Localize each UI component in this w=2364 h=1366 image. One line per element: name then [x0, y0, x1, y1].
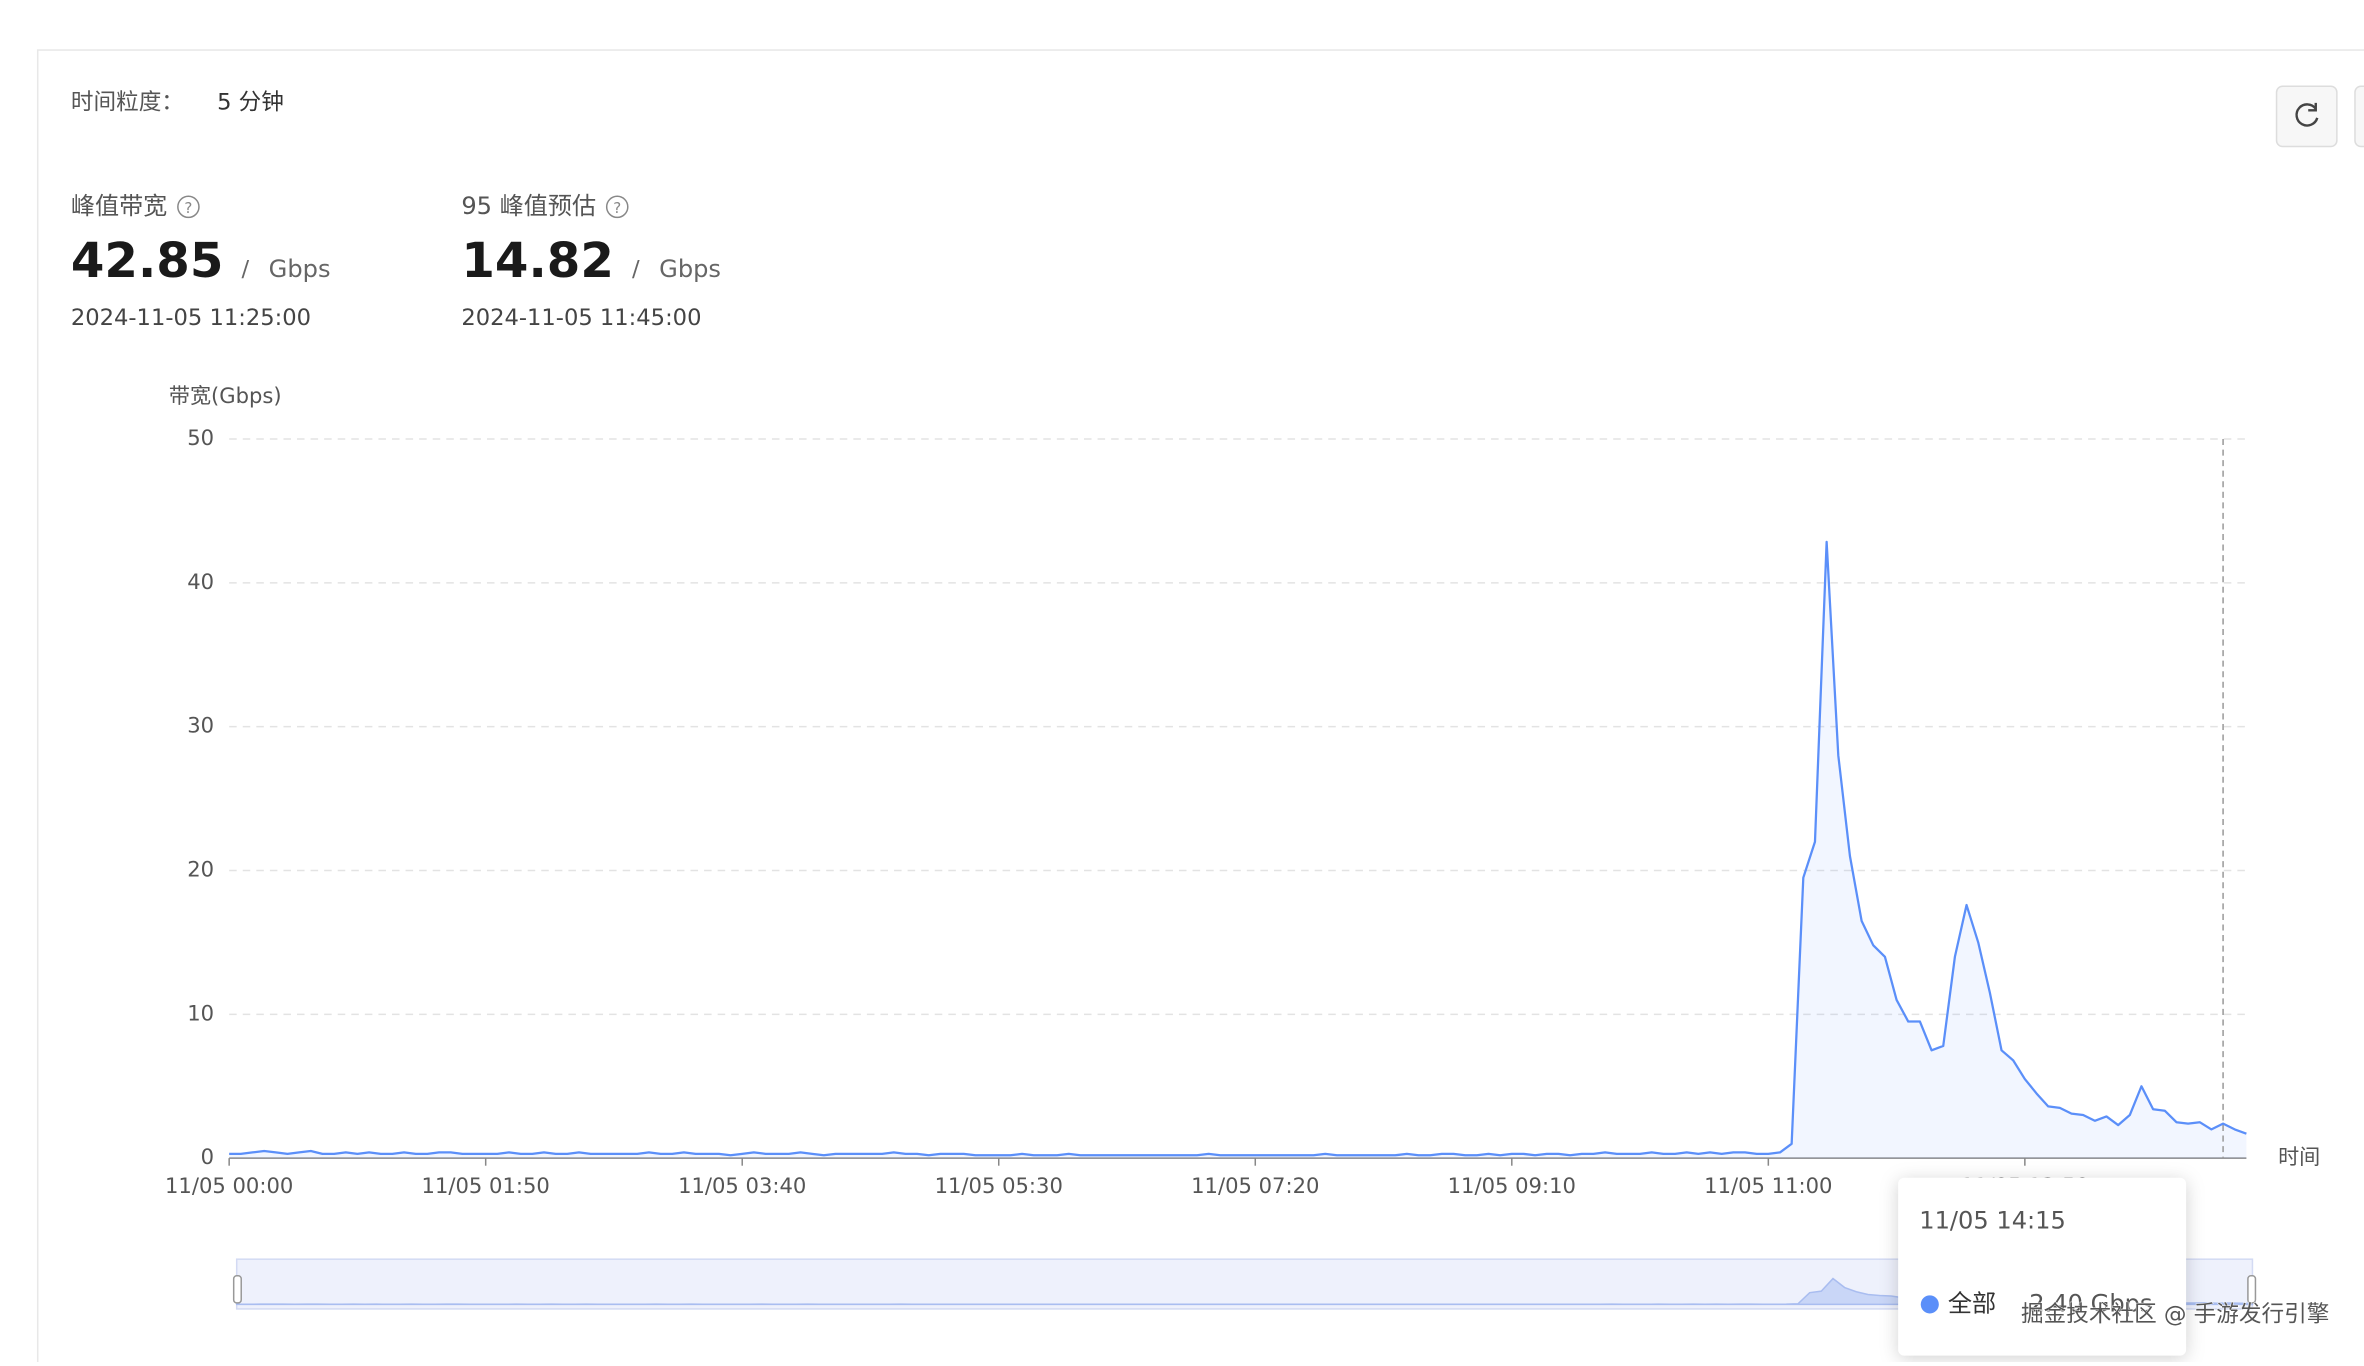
help-icon[interactable]	[605, 195, 629, 219]
stat-label: 95 峰值预估	[461, 192, 596, 220]
y-tick-label: 20	[187, 857, 214, 882]
stat-value: 42.85	[71, 233, 224, 289]
y-tick-label: 40	[187, 569, 214, 594]
help-mark: ?	[184, 199, 192, 217]
refresh-icon	[2295, 102, 2319, 127]
tooltip-time: 11/05 14:15	[1919, 1206, 2066, 1234]
tooltip	[1898, 1177, 2187, 1356]
x-tick-label: 11/05 07:20	[1191, 1173, 1319, 1198]
x-tick-label: 11/05 09:10	[1448, 1173, 1576, 1198]
slider-handle[interactable]	[2247, 1275, 2257, 1304]
granularity-label: 时间粒度：	[71, 89, 184, 115]
card	[36, 49, 2364, 1366]
stat-time: 2024-11-05 11:25:00	[71, 305, 311, 331]
line	[229, 540, 2247, 1157]
stat-time: 2024-11-05 11:45:00	[461, 305, 701, 331]
stat-value: 14.82	[461, 233, 614, 289]
button[interactable]	[2354, 85, 2364, 148]
x-tick-label: 11/05 03:40	[678, 1173, 806, 1198]
slider-handle[interactable]	[232, 1275, 242, 1304]
area	[229, 541, 2247, 1159]
x-tick-label: 11/05 05:30	[935, 1173, 1063, 1198]
granularity[interactable]: 5 分钟	[217, 89, 284, 115]
help-icon[interactable]	[177, 195, 200, 219]
y-tick-label: 30	[187, 713, 214, 738]
stat-sep: /	[242, 257, 250, 283]
refresh-button[interactable]	[2275, 85, 2338, 148]
y-tick-label: 10	[187, 1000, 214, 1025]
x-axis-title: 时间	[2278, 1144, 2320, 1169]
x-tick-label: 11/05 00:00	[165, 1173, 293, 1198]
stat-unit: Gbps	[269, 255, 331, 283]
y-axis-title: 带宽(Gbps)	[169, 383, 282, 408]
x-tick-label: 11/05 01:50	[422, 1173, 550, 1198]
tooltip-value: 2.40 Gbps	[2029, 1289, 2152, 1317]
y-tick-label: 0	[201, 1144, 214, 1169]
tooltip-series: 全部	[1948, 1289, 1996, 1317]
tooltip-marker	[1920, 1295, 1939, 1314]
stat-label: 峰值带宽	[71, 192, 167, 220]
watermark: 掘金技术社区 @ 手游发行引擎	[2021, 1301, 2329, 1327]
x-tick-label: 11/05 11:00	[1704, 1173, 1832, 1198]
stat-sep: /	[632, 257, 640, 283]
y-tick-label: 50	[187, 425, 214, 450]
help-mark: ?	[613, 199, 621, 217]
stat-unit: Gbps	[659, 255, 721, 283]
